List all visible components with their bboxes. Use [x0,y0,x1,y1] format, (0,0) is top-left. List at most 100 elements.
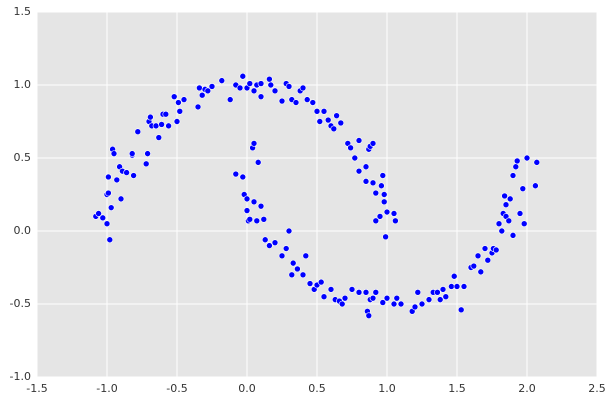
point [271,87,279,95]
point [250,198,258,206]
point [128,150,136,157]
point [390,210,398,217]
point [495,220,503,227]
x-tick-label: 0.5 [308,382,326,395]
point [134,128,142,136]
point [175,99,182,106]
point [99,214,107,222]
point [509,172,517,179]
point [317,278,325,286]
point [239,173,247,181]
y-tick-label: 0.0 [14,224,32,237]
point [372,189,380,197]
point [505,217,513,225]
point [457,306,465,314]
point [533,159,541,166]
point [226,96,234,103]
point [481,245,489,252]
point [232,170,240,178]
point [278,97,286,105]
point [196,84,203,92]
point [294,265,301,273]
point [236,84,244,92]
point [257,202,265,210]
point [397,300,405,308]
point [362,178,370,185]
y-tick-label: -1.0 [10,370,31,383]
y-tick-label: 1.0 [14,78,32,91]
point [355,167,363,175]
point [355,137,363,144]
point [289,259,297,267]
point [425,296,433,303]
point [152,122,160,130]
point [170,93,178,100]
y-tick-label: 1.5 [14,5,32,18]
point [288,271,296,279]
point [333,112,340,119]
point [383,208,391,216]
point [509,232,517,239]
point [520,220,528,227]
point [260,216,268,223]
point [198,91,206,99]
point [261,236,269,244]
point [448,283,455,290]
point [436,296,444,303]
point [266,242,273,249]
point [246,80,254,87]
point [147,113,154,121]
point [380,191,388,198]
point [250,87,258,95]
point [324,116,332,124]
point [103,220,111,227]
point [351,154,359,162]
point [474,252,482,260]
point [267,81,275,89]
point [362,163,370,171]
point [278,252,286,260]
point [282,245,290,252]
point [105,189,112,197]
point [516,210,524,217]
point [330,125,338,133]
point [362,289,370,296]
point [365,312,373,319]
point [453,283,461,290]
x-tick-label: 0.0 [238,382,256,395]
point [379,172,387,179]
point [176,107,184,115]
point [246,216,254,223]
point [382,233,389,241]
point [250,140,258,147]
point [204,87,212,95]
point [390,300,398,308]
x-tick-label: 1.5 [448,382,466,395]
point [155,134,163,141]
point [271,239,279,246]
point [442,293,450,301]
point [165,122,172,130]
point [484,256,492,264]
point [243,207,251,214]
point [320,107,328,115]
point [355,289,363,296]
point [498,227,506,235]
point [303,96,311,103]
point [532,182,539,190]
x-tick-label: 2.5 [588,382,606,395]
point [337,119,345,127]
point [369,294,377,302]
point [218,77,226,84]
point [285,227,293,235]
point [434,289,441,296]
point [383,294,391,302]
point [302,252,310,260]
point [144,150,151,157]
point [369,179,377,187]
point [142,160,150,168]
point [506,195,514,203]
point [380,198,388,206]
point [257,80,265,87]
point [239,72,247,80]
